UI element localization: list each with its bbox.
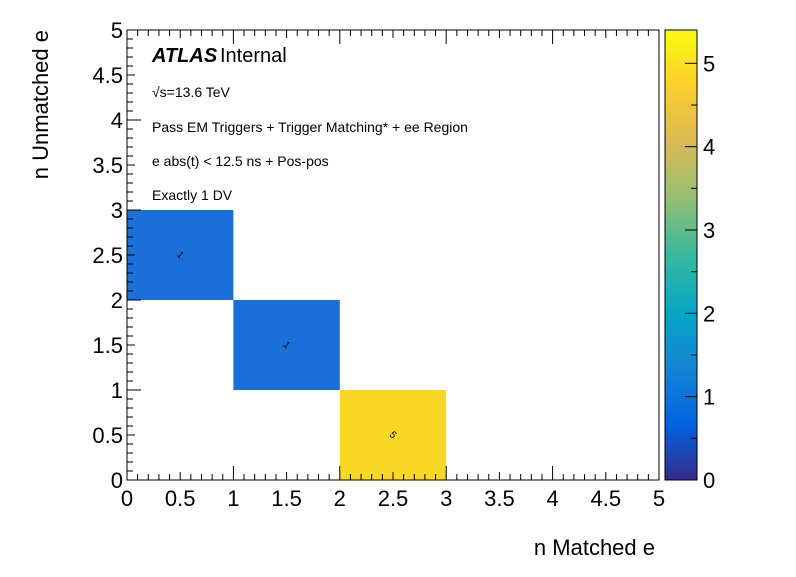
x-tick-label: 2.5 [378,486,409,511]
y-axis-title: n Unmatched e [28,30,53,179]
x-tick-label: 0.5 [165,486,196,511]
x-tick-label: 1.5 [271,486,302,511]
y-tick-label: 2.5 [92,243,123,268]
x-tick-label: 4.5 [591,486,622,511]
color-scale-bar [665,30,697,480]
z-tick-label: 0 [703,468,715,493]
selection-annotation-2: e abs(t) < 12.5 ns + Pos-pos [152,153,329,169]
y-tick-label: 1 [111,378,123,403]
color-scale-frame [664,29,698,481]
z-tick-label: 2 [703,301,715,326]
atlas-status-label: Internal [220,45,287,67]
heatmap-cell [339,390,447,480]
y-tick-label: 3 [111,198,123,223]
heatmap-cell [127,210,234,300]
z-tick-label: 1 [703,385,715,410]
x-tick-label: 3.5 [484,486,515,511]
y-tick-label: 4 [111,108,123,133]
x-axis-title: n Matched e [534,535,655,560]
selection-annotation-1: Pass EM Triggers + Trigger Matching* + e… [152,119,468,135]
x-tick-label: 0 [121,486,133,511]
y-tick-label: 2 [111,288,123,313]
y-tick-label: 3.5 [92,153,123,178]
y-tick-label: 0 [111,468,123,493]
z-tick-label: 5 [703,51,715,76]
x-tick-label: 5 [653,486,665,511]
y-tick-label: 0.5 [92,423,123,448]
selection-annotation-3: Exactly 1 DV [152,187,233,203]
y-tick-label: 4.5 [92,63,123,88]
x-tick-label: 3 [440,486,452,511]
y-tick-label: 5 [111,18,123,43]
y-tick-label: 1.5 [92,333,123,358]
z-tick-label: 4 [703,135,715,160]
x-tick-label: 4 [546,486,558,511]
heatmap-cell [233,300,340,390]
energy-annotation: √s=13.6 TeV [152,84,231,100]
atlas-logo-text: ATLAS [151,45,218,67]
z-tick-label: 3 [703,218,715,243]
x-tick-label: 2 [334,486,346,511]
x-tick-label: 1 [227,486,239,511]
